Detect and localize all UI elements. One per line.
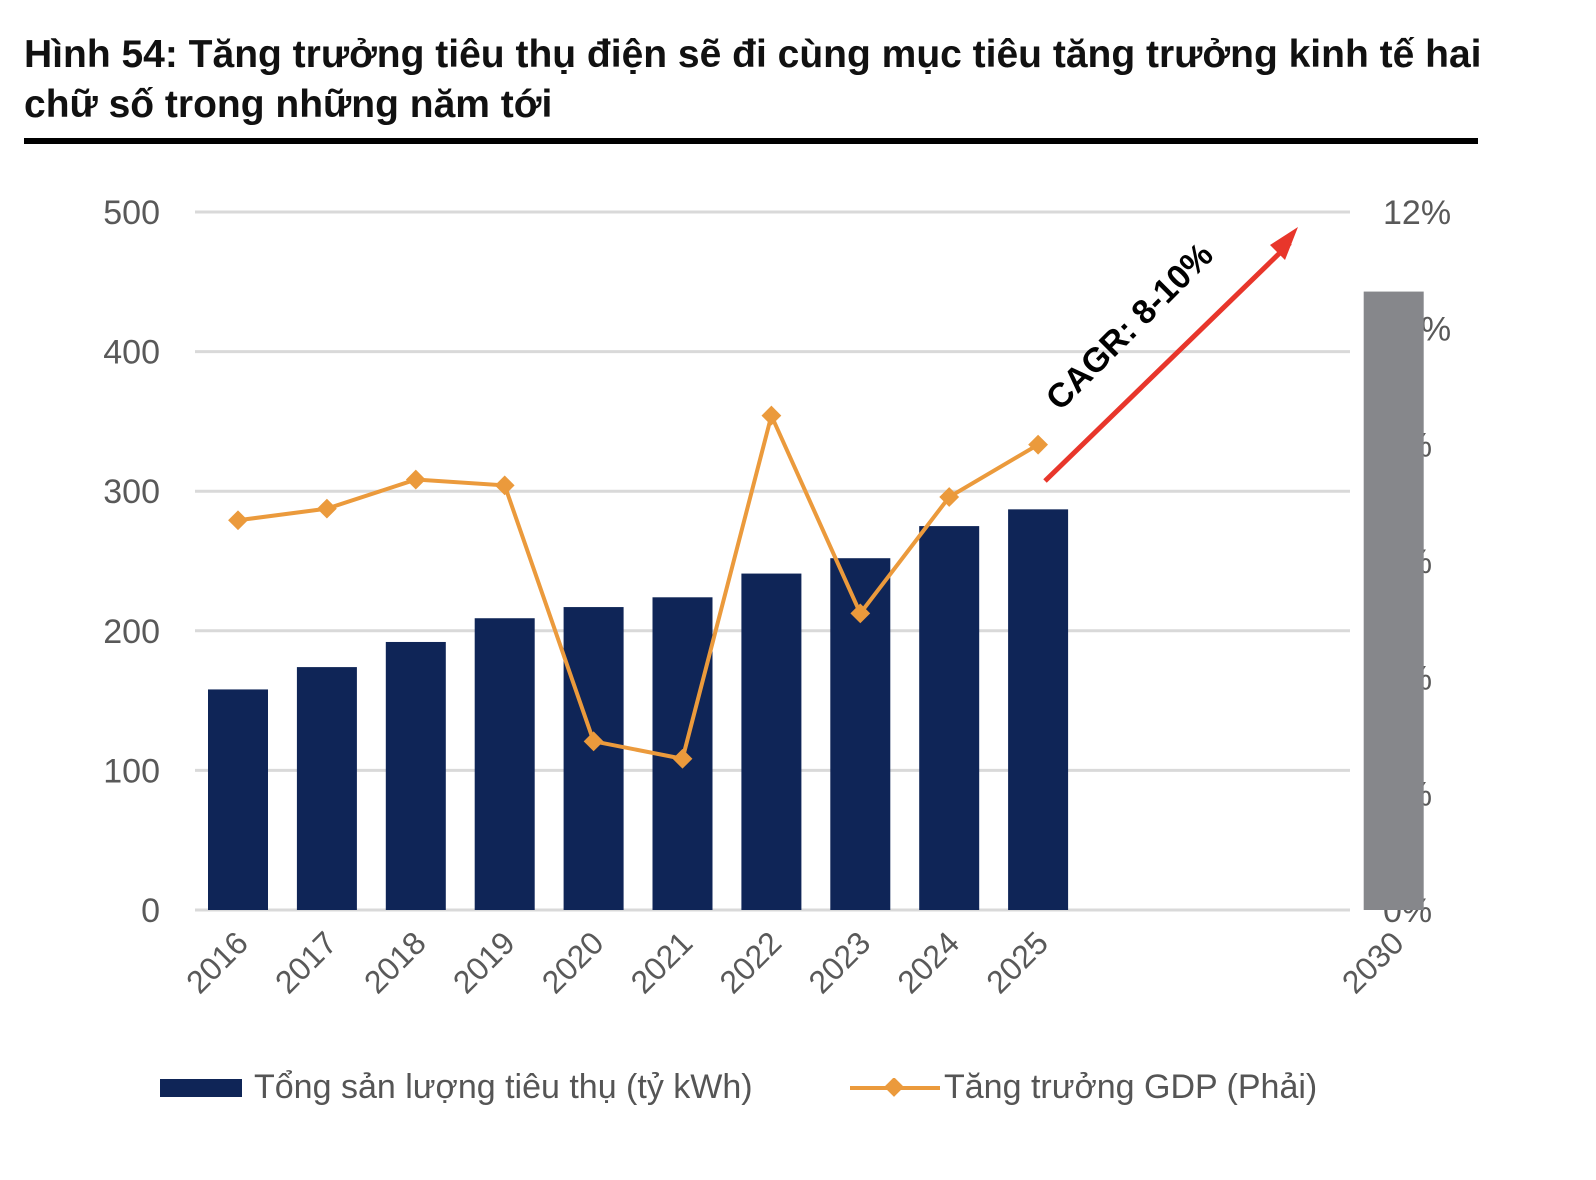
gdp-point-2020	[583, 731, 604, 752]
gdp-point-2024	[939, 487, 960, 507]
gdp-point-2021	[672, 748, 693, 769]
cagr-arrowhead	[1270, 227, 1298, 260]
bar-2017	[296, 667, 357, 910]
x-tick-label: 2024	[890, 924, 966, 1000]
right-tick-label: 12%	[1383, 194, 1451, 232]
legend-item-bars: Tổng sản lượng tiêu thụ (tỷ kWh)	[160, 1068, 753, 1107]
left-tick-label: 500	[103, 194, 160, 232]
x-tick-label: 2016	[179, 924, 255, 1000]
gdp-point-2025	[1028, 434, 1048, 455]
x-tick-label: 2020	[535, 924, 611, 1000]
legend-bar-swatch	[160, 1078, 242, 1097]
left-tick-label: 100	[103, 752, 160, 790]
x-tick-label: 2017	[268, 924, 344, 1000]
bar-2016	[208, 689, 268, 910]
left-tick-label: 300	[103, 473, 160, 511]
gdp-point-2022	[761, 405, 782, 426]
x-tick-label: 2022	[713, 924, 789, 1000]
legend-item-line: Tăng trưởng GDP (Phải)	[850, 1068, 1317, 1107]
legend-line-swatch	[850, 1077, 940, 1097]
figure-title: Hình 54: Tăng trưởng tiêu thụ điện sẽ đi…	[24, 33, 1482, 126]
legend-bar-label: Tổng sản lượng tiêu thụ (tỷ kWh)	[254, 1068, 753, 1106]
bar-2024	[919, 526, 980, 910]
gdp-point-2017	[317, 498, 337, 519]
bar-2022	[741, 573, 802, 910]
gdp-point-2023	[850, 603, 871, 624]
bar-2018	[385, 641, 446, 910]
left-tick-label: 400	[103, 334, 160, 372]
x-tick-label: 2025	[979, 924, 1055, 1000]
bar-2019	[474, 618, 535, 910]
gdp-point-2016	[228, 510, 248, 531]
bar-2030	[1363, 291, 1424, 910]
x-tick-label: 2021	[624, 924, 700, 1000]
bar-2025	[1008, 509, 1069, 910]
gdp-point-2019	[494, 475, 515, 496]
legend-line-label: Tăng trưởng GDP (Phải)	[944, 1068, 1318, 1106]
left-tick-label: 0	[141, 892, 160, 930]
title-rule	[24, 138, 1478, 144]
x-tick-label: 2030	[1335, 924, 1411, 1000]
x-tick-label: 2019	[446, 924, 522, 1000]
gdp-line	[237, 409, 1040, 762]
x-tick-label: 2023	[801, 924, 877, 1000]
x-tick-label: 2018	[357, 924, 433, 1000]
left-tick-label: 200	[103, 613, 160, 651]
cagr-label: CAGR: 8-10%	[1039, 236, 1221, 418]
cagr-arrow	[1043, 241, 1292, 483]
gdp-point-2018	[405, 469, 426, 490]
bar-2020	[563, 607, 624, 910]
